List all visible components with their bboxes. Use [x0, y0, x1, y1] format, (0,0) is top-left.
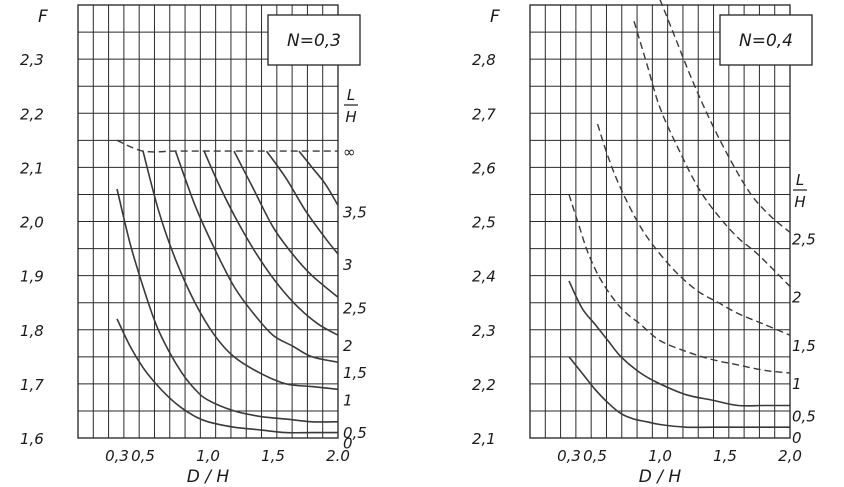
x-tick-label: 0,3 [557, 447, 581, 465]
chart-panel-2: 2,12,22,32,42,52,62,72,80,3 0,5 1,0 1,5 2,0F… [472, 0, 816, 487]
x-tick-label: 2,0 [778, 447, 802, 465]
series-line-1 [142, 150, 339, 391]
series-line-0-5 [568, 280, 790, 407]
x-tick-label: 1,0 [196, 447, 220, 465]
y-tick-label: 1,8 [20, 322, 44, 340]
x-tick-label: 0,5 [131, 447, 155, 465]
grid-lines [529, 4, 791, 439]
series-label-1: 1 [343, 391, 353, 409]
series-label-1-5: 1,5 [792, 337, 816, 355]
series-label-3: 3 [343, 256, 353, 274]
plot-frame [77, 4, 339, 439]
chart-title: N=0,3 [287, 31, 341, 51]
series-line-inf [116, 139, 338, 153]
parameter-box [267, 14, 361, 66]
y-tick-label: 2,5 [472, 214, 496, 232]
y-tick-label: 2,7 [472, 105, 496, 123]
y-tick-label: 2,1 [472, 430, 496, 448]
series-line-2-5 [659, 0, 791, 233]
x-tick-label: 1,5 [713, 447, 737, 465]
series-line-0 [568, 356, 790, 429]
series-line-1 [568, 194, 791, 374]
x-axis-label: D / H [639, 467, 682, 487]
series-label-3-5: 3,5 [343, 203, 367, 221]
y-tick-label: 2,4 [472, 268, 496, 286]
x-tick-label: 1,5 [261, 447, 285, 465]
y-tick-label: 2,8 [472, 51, 496, 69]
curve-param-numerator: L [796, 171, 804, 189]
y-axis-label: F [490, 7, 500, 27]
series-line-0-5 [116, 188, 339, 423]
curve-param-denominator: H [345, 108, 356, 126]
series-label-1: 1 [792, 375, 802, 393]
y-tick-label: 1,9 [20, 268, 44, 286]
curve-param-denominator: H [794, 193, 805, 211]
y-tick-label: 2,2 [20, 105, 44, 123]
series-line-2 [633, 20, 791, 287]
x-tick-label: 0,5 [583, 447, 607, 465]
series-label-2-5: 2,5 [343, 299, 367, 317]
chart-panel-1: 1,61,71,81,92,02,12,22,30,3 0,5 1,0 1,5 2.0F… [20, 4, 367, 487]
series-line-3 [265, 150, 339, 255]
plot-frame [529, 4, 791, 439]
series-line-1-5 [596, 123, 791, 336]
series-line-1-5 [174, 150, 339, 363]
series-line-2-5 [233, 150, 339, 298]
series-line-2 [203, 150, 339, 336]
series-label-0-5: 0,5 [792, 408, 816, 426]
y-tick-label: 2,1 [20, 159, 44, 177]
series-label-0-5: 0,5 [343, 424, 367, 442]
series-label-1-5: 1,5 [343, 364, 367, 382]
series-label-2-5: 2,5 [792, 230, 816, 248]
parameter-box [719, 14, 813, 66]
series-label-0: 0 [792, 429, 802, 447]
series-label-inf: ∞ [343, 143, 356, 161]
series-line-0 [116, 318, 338, 434]
y-tick-label: 1,7 [20, 376, 44, 394]
grid-lines [77, 4, 339, 439]
x-tick-label: 0,3 [105, 447, 129, 465]
x-tick-label: 2.0 [326, 447, 350, 465]
y-tick-label: 2,2 [472, 376, 496, 394]
series-label-0: 0 [343, 435, 353, 453]
y-axis-label: F [38, 7, 48, 27]
series-line-3-5 [298, 150, 339, 206]
series-label-2: 2 [343, 337, 353, 355]
curve-param-numerator: L [347, 86, 355, 104]
chart-title: N=0,4 [739, 31, 793, 51]
y-tick-label: 2,0 [20, 214, 44, 232]
y-tick-label: 2,3 [472, 322, 496, 340]
y-tick-label: 2,3 [20, 51, 44, 69]
x-tick-label: 1,0 [648, 447, 672, 465]
x-axis-label: D / H [187, 467, 230, 487]
series-label-2: 2 [792, 288, 802, 306]
y-tick-label: 1,6 [20, 430, 44, 448]
y-tick-label: 2,6 [472, 159, 496, 177]
